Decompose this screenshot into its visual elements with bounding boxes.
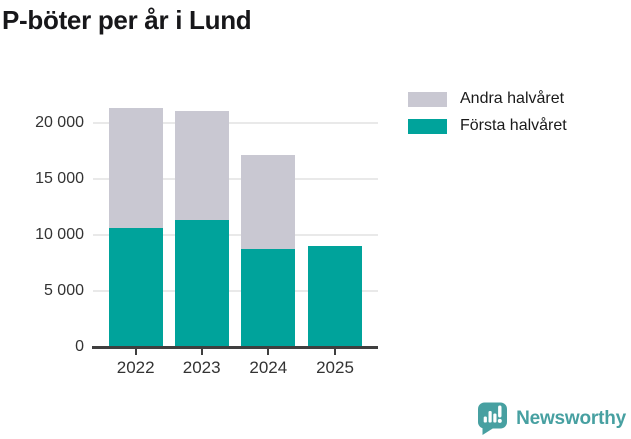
brand-name: Newsworthy [516, 408, 626, 429]
chart-title: P-böter per år i Lund [2, 5, 252, 35]
x-axis-tick-2023 [200, 348, 203, 355]
legend: Andra halvåret Första halvåret [408, 90, 567, 145]
y-axis-tick-label: 15 000 [35, 170, 84, 188]
gridline-10000 [93, 234, 378, 237]
gridline-20000 [93, 122, 378, 125]
legend-item-andra-halvaret: Andra halvåret [408, 90, 567, 107]
gridline-5000 [93, 290, 378, 293]
legend-label-andra-halvaret: Andra halvåret [460, 90, 565, 107]
y-axis-tick-label: 10 000 [35, 226, 84, 244]
y-axis-tick-label: 20 000 [35, 114, 84, 132]
x-axis-label-2023: 2023 [182, 358, 221, 377]
x-axis-label-2025: 2025 [316, 358, 354, 377]
bar-segment-2025-första-halvåret [308, 246, 362, 347]
y-axis-tick-label: 5 000 [43, 282, 84, 300]
bar-segment-2024-andra-halvåret [241, 154, 296, 249]
bar-segment-2023-andra-halvåret [174, 111, 229, 220]
x-axis-tick-2025 [334, 348, 336, 355]
y-axis-tick-label: 0 [75, 338, 84, 355]
legend-swatch-andra-halvaret [408, 91, 447, 107]
bar-segment-2022-andra-halvåret [108, 107, 163, 229]
x-axis-line [92, 346, 378, 349]
newsworthy-speech-bubble-chart-icon [478, 402, 508, 435]
bar-segment-2022-första-halvåret [108, 228, 163, 347]
bar-segment-2024-första-halvåret [241, 248, 296, 347]
legend-swatch-forsta-halvaret [408, 118, 447, 134]
bar-segment-2023-första-halvåret [174, 219, 229, 347]
x-axis-label-2022: 2022 [116, 358, 155, 377]
x-axis-tick-2024 [267, 348, 270, 355]
x-axis-tick-2022 [134, 348, 137, 355]
legend-item-forsta-halvaret: Första halvåret [408, 117, 567, 134]
brand-footer: Newsworthy [477, 402, 626, 436]
x-axis-label-2024: 2024 [249, 358, 288, 377]
legend-label-forsta-halvaret: Första halvåret [460, 117, 567, 134]
gridline-15000 [93, 178, 378, 181]
